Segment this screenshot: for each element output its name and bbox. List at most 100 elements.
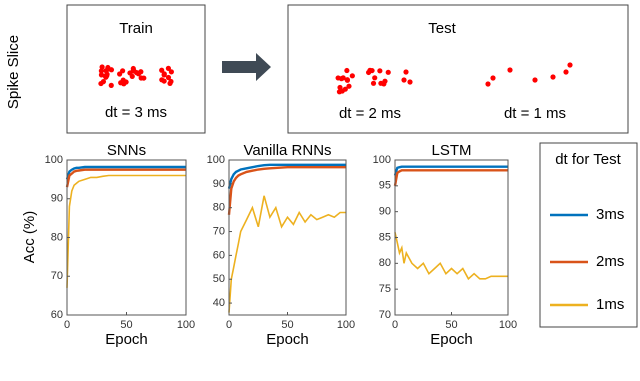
spike-dot xyxy=(123,79,129,85)
spike-dot xyxy=(403,69,409,75)
spike-dot xyxy=(335,75,341,81)
spike-slice-label: Spike Slice xyxy=(5,35,22,109)
spike-dot xyxy=(342,86,348,92)
legend-label: 1ms xyxy=(596,296,624,313)
spike-dot xyxy=(532,77,538,83)
y-tick-label: 75 xyxy=(379,283,391,295)
test-dt: dt = 1 ms xyxy=(504,105,566,122)
spike-dot xyxy=(550,74,556,80)
spike-dot xyxy=(165,74,172,81)
spike-dot xyxy=(337,84,343,91)
spike-dot xyxy=(159,77,165,83)
y-tick-label: 85 xyxy=(379,231,391,243)
arrow xyxy=(222,53,271,81)
spike-dot xyxy=(104,73,110,79)
y-tick-label: 50 xyxy=(213,273,225,285)
test-title: Test xyxy=(428,20,456,37)
x-tick-label: 50 xyxy=(445,319,457,331)
spike-dot xyxy=(127,70,133,76)
spike-dot xyxy=(135,71,142,77)
spike-dot xyxy=(159,67,165,73)
spike-dot xyxy=(344,67,350,74)
y-tick-label: 95 xyxy=(379,180,391,192)
y-tick-label: 80 xyxy=(51,231,63,243)
spike-dot xyxy=(507,67,513,73)
spike-dot xyxy=(336,89,343,95)
y-tick-label: 90 xyxy=(379,206,391,218)
spike-dot xyxy=(100,79,107,85)
spike-dot xyxy=(377,68,383,74)
y-tick-label: 40 xyxy=(213,297,225,309)
y-tick-label: 70 xyxy=(213,225,225,237)
spike-dot xyxy=(117,71,123,77)
spike-dot xyxy=(367,67,373,73)
spike-dot xyxy=(98,72,105,78)
spike-dot xyxy=(349,73,355,79)
legend-box xyxy=(539,142,638,328)
legend-label: 3ms xyxy=(596,206,624,223)
y-tick-label: 90 xyxy=(213,178,225,190)
spike-dot xyxy=(168,69,174,75)
y-tick-label: 80 xyxy=(379,257,391,269)
y-tick-label: 80 xyxy=(213,202,225,214)
series-line xyxy=(65,165,186,180)
x-tick-label: 100 xyxy=(177,319,195,331)
train-box xyxy=(66,4,206,134)
x-tick-label: 100 xyxy=(337,319,355,331)
y-tick-label: 70 xyxy=(51,270,63,282)
series-line xyxy=(65,168,186,188)
x-tick-label: 0 xyxy=(226,319,232,331)
spike-dot xyxy=(130,65,136,72)
y-tick-label: 100 xyxy=(45,154,63,166)
legend-title: dt for Test xyxy=(555,151,621,168)
spike-dot xyxy=(161,71,167,77)
spike-dot xyxy=(346,83,352,89)
test-box xyxy=(287,4,629,134)
spike-dots xyxy=(98,62,573,95)
spike-dot xyxy=(98,68,104,74)
series-line xyxy=(227,163,346,189)
plot-area xyxy=(229,160,346,315)
y-axis-label: Acc (%) xyxy=(21,211,38,264)
spike-dot xyxy=(344,77,350,83)
spike-dot xyxy=(108,67,115,73)
spike-dot xyxy=(370,80,377,86)
x-tick-label: 0 xyxy=(392,319,398,331)
spike-dot xyxy=(118,80,124,86)
series-line xyxy=(394,232,508,281)
y-tick-label: 60 xyxy=(213,249,225,261)
chart-title: LSTM xyxy=(431,142,471,159)
spike-dot xyxy=(563,69,569,75)
y-tick-label: 100 xyxy=(373,154,391,166)
spike-dot xyxy=(108,82,114,88)
spike-dot xyxy=(567,62,573,68)
spike-dot xyxy=(165,65,172,71)
y-tick-label: 90 xyxy=(51,193,63,205)
test-dt: dt = 2 ms xyxy=(339,105,401,122)
x-axis-label: Epoch xyxy=(105,331,148,348)
x-axis-label: Epoch xyxy=(266,331,309,348)
spike-dot xyxy=(490,75,496,81)
x-axis-label: Epoch xyxy=(430,331,473,348)
train-dt: dt = 3 ms xyxy=(105,104,167,121)
series-line xyxy=(228,195,346,313)
series-line xyxy=(66,174,186,288)
legend-label: 2ms xyxy=(596,253,624,270)
spike-dot xyxy=(385,69,391,75)
y-tick-label: 60 xyxy=(51,309,63,321)
x-tick-label: 50 xyxy=(281,319,293,331)
spike-dot xyxy=(401,77,407,83)
spike-dot xyxy=(168,78,174,85)
series-line xyxy=(393,165,508,176)
train-title: Train xyxy=(119,20,153,37)
y-tick-label: 100 xyxy=(207,154,225,166)
x-tick-label: 0 xyxy=(64,319,70,331)
spike-dot xyxy=(378,80,384,86)
spike-dot xyxy=(99,64,105,70)
spike-dot xyxy=(485,81,491,87)
chart-title: Vanilla RNNs xyxy=(243,142,331,159)
x-tick-label: 100 xyxy=(499,319,517,331)
spike-dot xyxy=(407,79,413,85)
plot-area xyxy=(395,160,508,315)
